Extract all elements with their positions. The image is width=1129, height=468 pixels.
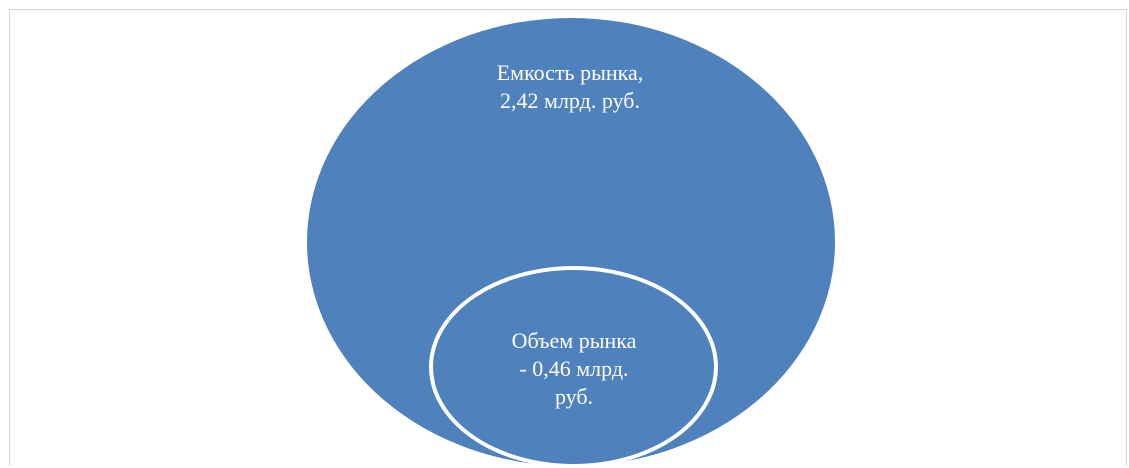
market-volume-label-line-3: руб. <box>474 383 674 411</box>
market-volume-label-line-2: - 0,46 млрд. <box>474 355 674 383</box>
market-capacity-label-line-2: 2,42 млрд. руб. <box>440 87 700 115</box>
market-volume-label: Объем рынка - 0,46 млрд. руб. <box>474 327 674 411</box>
market-volume-label-line-1: Объем рынка <box>474 327 674 355</box>
market-capacity-label: Емкость рынка, 2,42 млрд. руб. <box>440 59 700 115</box>
market-capacity-label-line-1: Емкость рынка, <box>440 59 700 87</box>
